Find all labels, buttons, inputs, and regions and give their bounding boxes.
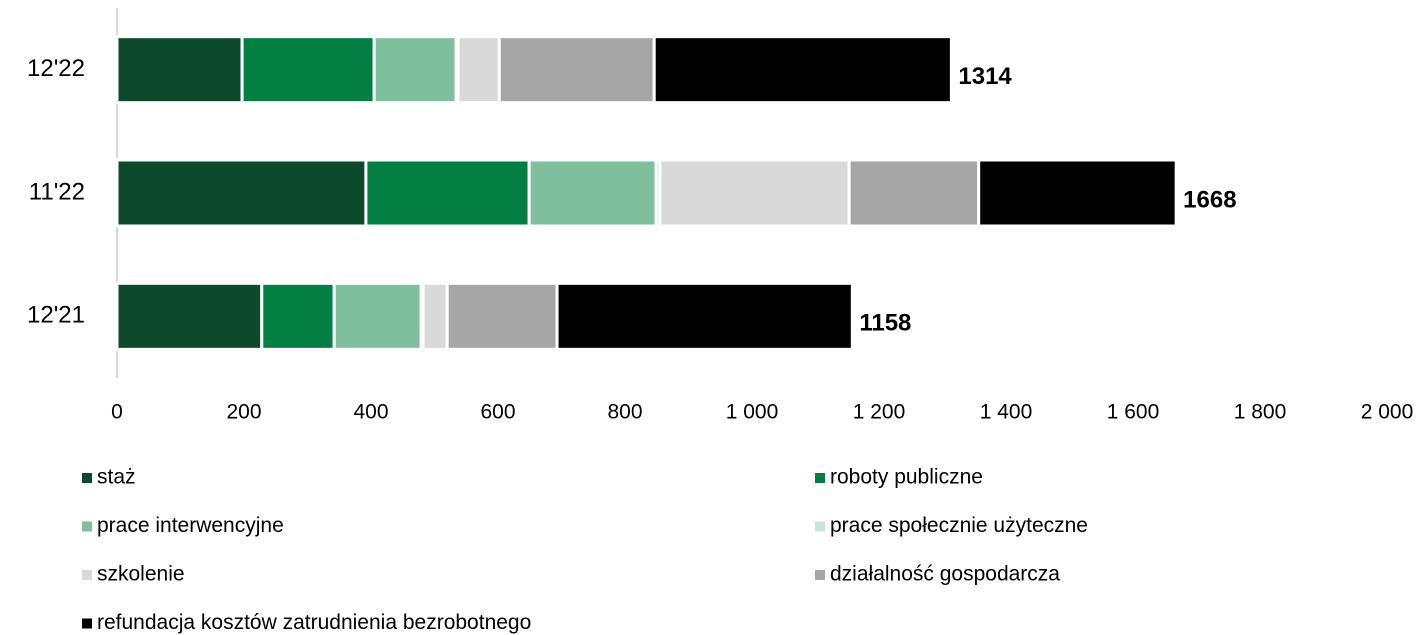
bar-segment: [364, 158, 531, 228]
legend-swatch: [815, 570, 825, 580]
bar-segment: [527, 158, 658, 228]
legend-label: prace interwencyjne: [97, 514, 284, 537]
y-tick-label: 12'21: [27, 302, 85, 329]
total-label: 1314: [958, 63, 1012, 90]
y-tick-label: 12'22: [27, 55, 85, 82]
bar-segment: [115, 35, 244, 105]
x-tick-label: 2 000: [1361, 401, 1414, 424]
legend-label: refundacja kosztów zatrudnienia bezrobot…: [97, 611, 531, 634]
x-tick-label: 0: [111, 401, 123, 424]
bar-segment: [445, 281, 559, 351]
bar-segment: [115, 281, 264, 351]
bar-segment: [652, 35, 953, 105]
legend-swatch: [82, 618, 92, 629]
bar-segment: [115, 158, 368, 228]
bar-segment: [658, 158, 851, 228]
x-tick-label: 800: [607, 401, 642, 424]
y-tick-label: 11'22: [29, 178, 85, 205]
bar-segment: [260, 281, 336, 351]
legend-swatch: [82, 570, 92, 580]
bar-segment: [497, 35, 656, 105]
x-tick-label: 200: [226, 401, 261, 424]
total-label: 1158: [859, 310, 911, 337]
x-tick-label: 1 800: [1234, 401, 1287, 424]
legend-label: szkolenie: [97, 563, 185, 586]
legend-label: roboty publiczne: [830, 466, 983, 489]
x-tick-label: 600: [480, 401, 515, 424]
x-tick-label: 1 600: [1107, 401, 1160, 424]
bar-segment: [847, 158, 981, 228]
legend-swatch: [815, 521, 825, 532]
x-tick-label: 1 200: [853, 401, 906, 424]
bar-segment: [372, 35, 458, 105]
legend-label: działalność gospodarcza: [830, 563, 1060, 586]
x-tick-label: 400: [353, 401, 388, 424]
bar-segment: [421, 281, 449, 351]
x-tick-label: 1 000: [726, 401, 779, 424]
bar-segment: [332, 281, 423, 351]
legend-label: staż: [97, 466, 136, 489]
bar-segment: [240, 35, 376, 105]
legend-swatch: [82, 473, 92, 483]
legend-swatch: [82, 521, 92, 532]
total-label: 1668: [1183, 186, 1236, 213]
legend-swatch: [815, 473, 825, 483]
x-tick-label: 1 400: [980, 401, 1033, 424]
bar-segment: [456, 35, 501, 105]
bar-segment: [555, 281, 854, 351]
bar-segment: [977, 158, 1178, 228]
legend-label: prace społecznie użyteczne: [830, 514, 1088, 537]
